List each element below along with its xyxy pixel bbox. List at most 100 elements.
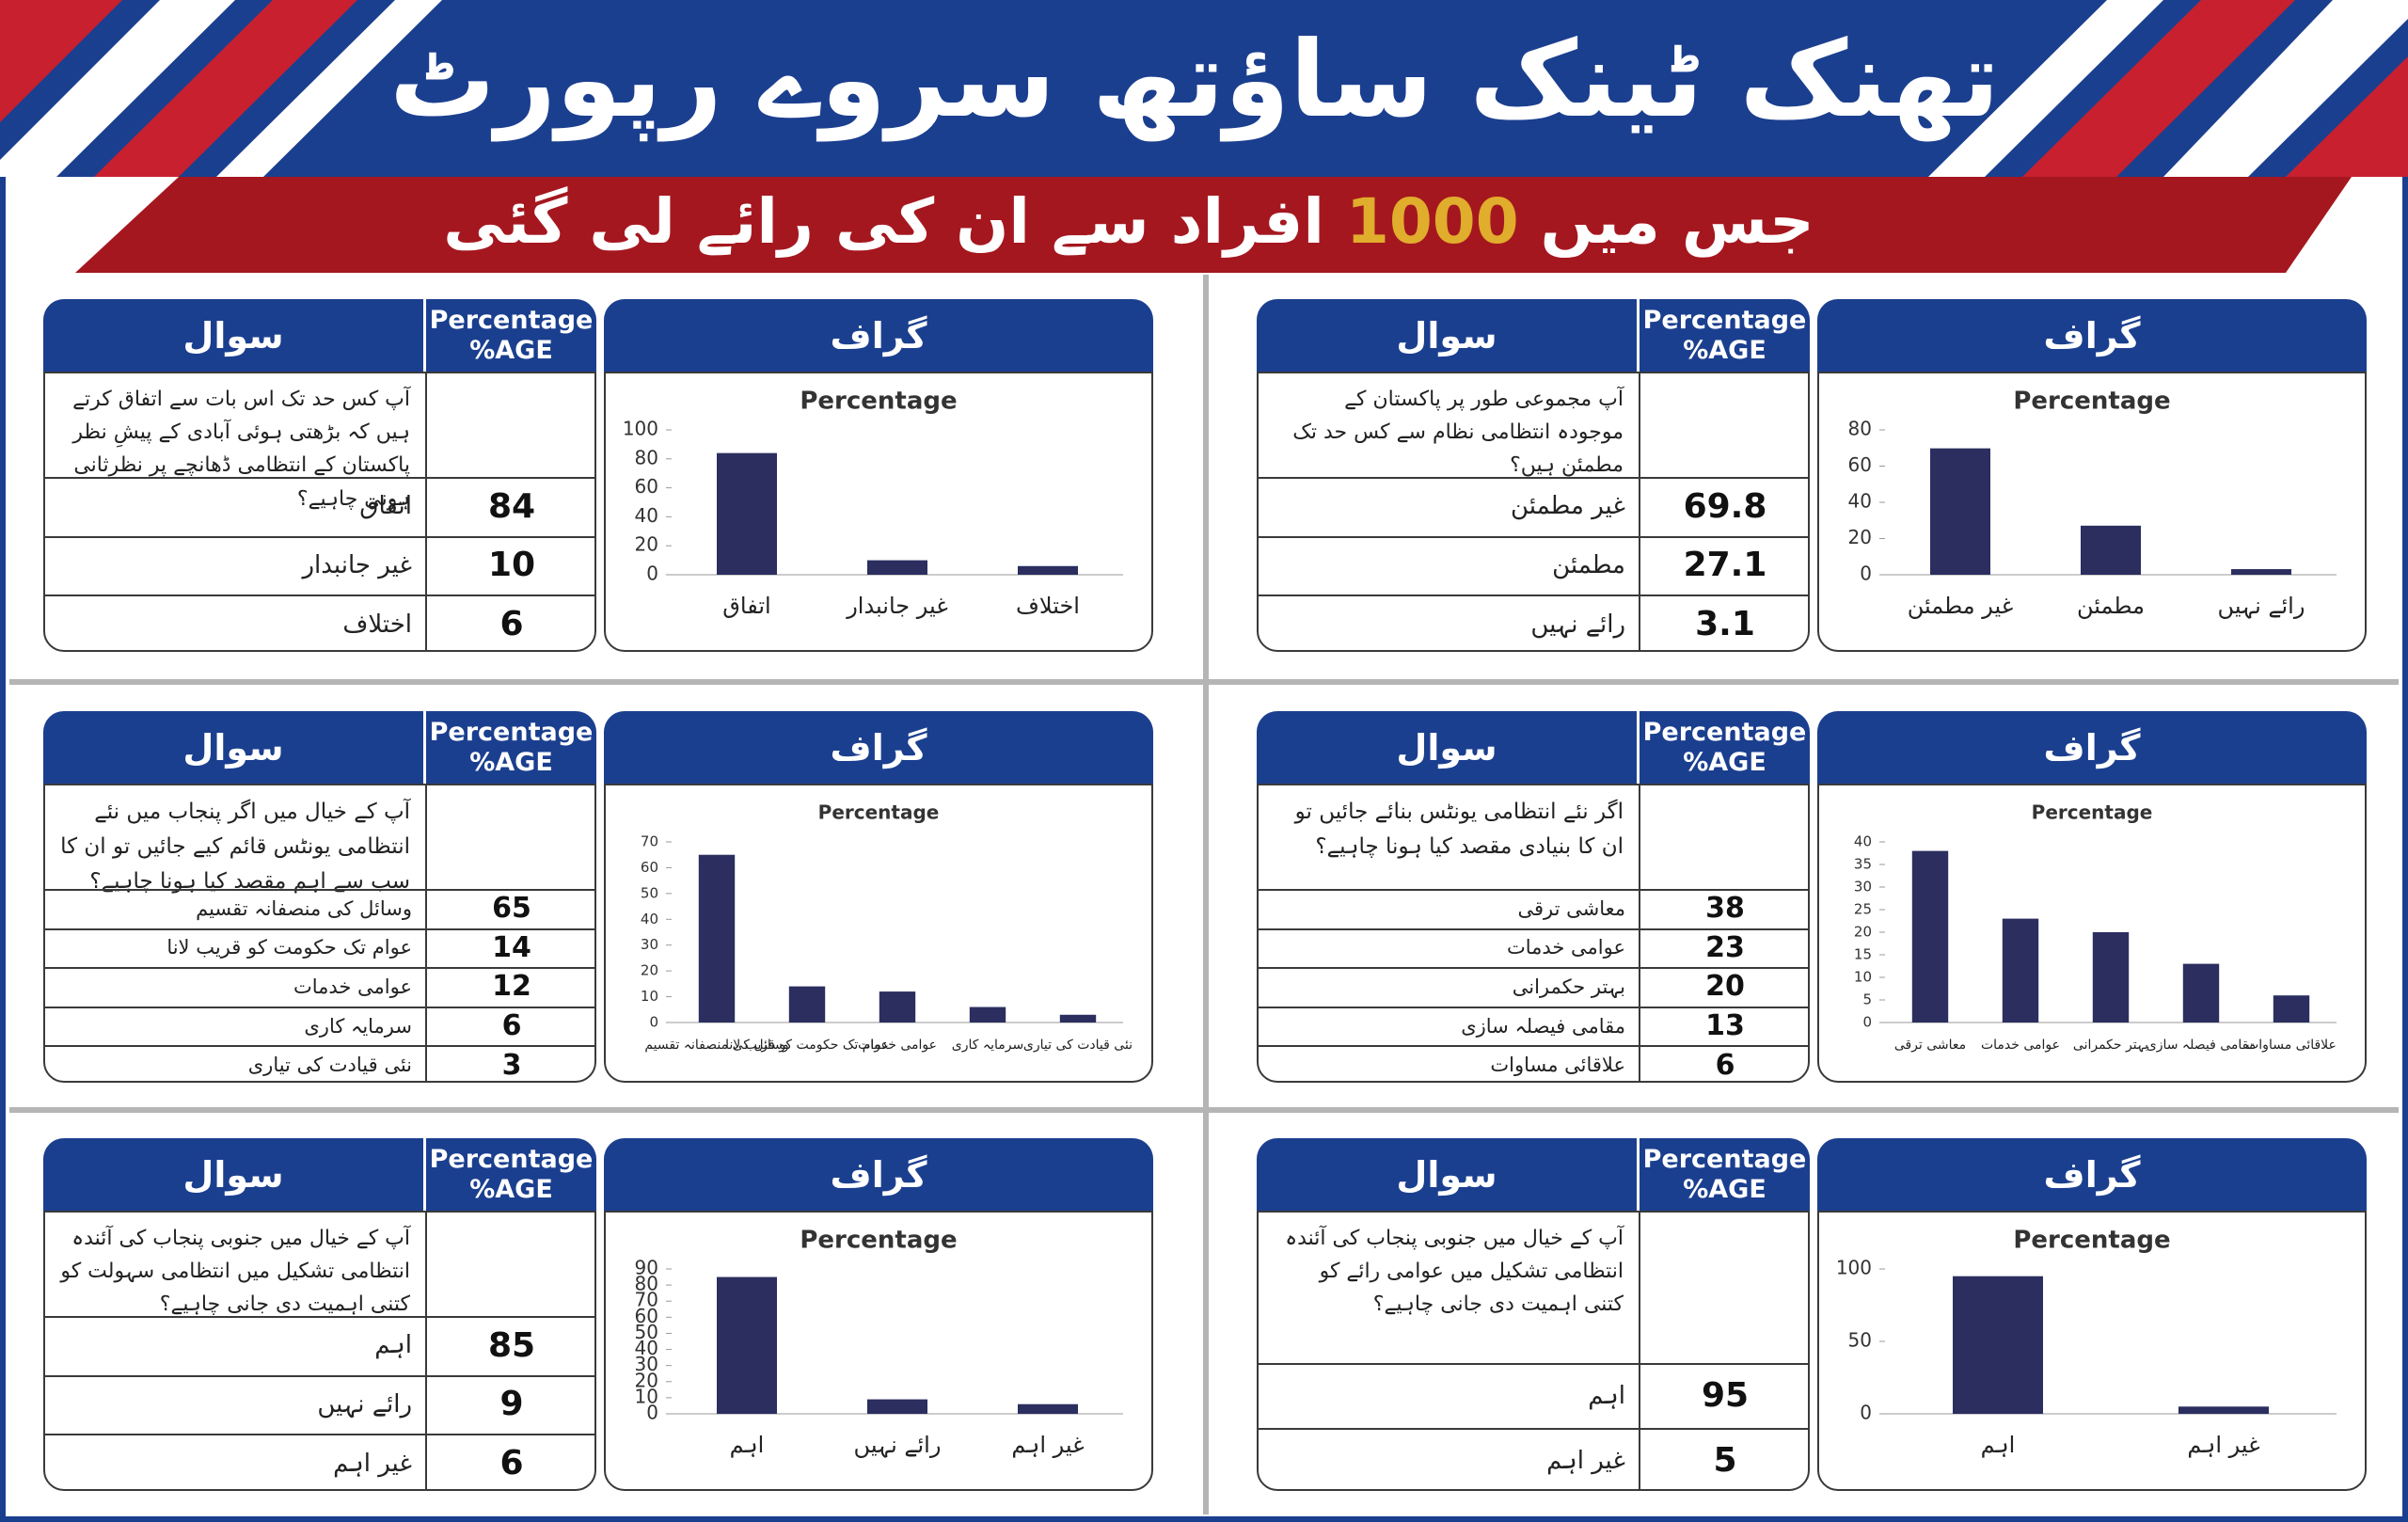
bar	[788, 986, 826, 1023]
subtitle-after: افراد سے ان کی رائے لی گئی	[443, 185, 1324, 258]
row-line	[45, 595, 594, 597]
y-tick-label: 40	[635, 1337, 658, 1359]
y-tick-label: 30	[641, 936, 658, 953]
bar	[1911, 850, 1949, 1023]
y-tick-label: 15	[1854, 946, 1872, 963]
row-value: 85	[487, 1325, 536, 1365]
percentage-unit: %AGE	[469, 335, 553, 365]
row-line	[1259, 595, 1808, 597]
question: آپ کس حد تک اس بات سے اتفاق کرتے ہیں کہ …	[72, 388, 410, 511]
bar	[867, 560, 927, 575]
y-tick-label: 50	[641, 884, 658, 901]
x-tick-label: اہم	[1981, 1432, 2016, 1458]
y-tick-label: 10	[1854, 969, 1872, 986]
percentage-label: Percentage	[1642, 306, 1807, 336]
question: آپ مجموعی طور پر پاکستان کے موجودہ انتظا…	[1292, 388, 1624, 478]
bar	[1059, 1014, 1097, 1023]
row-label: غیر مطمئن	[1511, 492, 1625, 521]
survey-panel: سوال Percentage %AGE گراف آپ کے خیال میں جنو…	[43, 1138, 1153, 1491]
row-label: مطمئن	[1552, 550, 1625, 579]
graph-header: گراف	[604, 711, 1153, 784]
survey-panel: سوال Percentage %AGE گراف اگر نئے انتظامی یو…	[1257, 711, 2367, 1083]
table-body: آپ کے خیال میں جنوبی پنجاب کی آئندہ انتظ…	[43, 1211, 596, 1491]
row-line	[45, 967, 594, 970]
y-tick-label: 10	[635, 1385, 658, 1407]
row-value: 3.1	[1695, 605, 1755, 644]
stripe	[2022, 0, 2295, 177]
graph-header: گراف	[1817, 1138, 2367, 1211]
table-body: آپ کے خیال میں اگر پنجاب میں نئے انتظامی…	[43, 784, 596, 1083]
table-body: اگر نئے انتظامی یونٹس بنائے جائیں تو ان …	[1257, 784, 1810, 1083]
percentage-header: Percentage %AGE	[1637, 299, 1810, 372]
x-tick-label: مقامی فیصلہ سازی	[2147, 1038, 2257, 1053]
x-tick-label: غیر مطمئن	[1908, 593, 2014, 619]
y-tick-label: 20	[1848, 526, 1872, 548]
question: آپ کے خیال میں اگر پنجاب میں نئے انتظامی…	[60, 800, 410, 894]
row-value: 95	[1701, 1376, 1750, 1415]
y-tick-label: 0	[1860, 563, 1872, 585]
y-tick-label: 0	[1862, 1014, 1872, 1031]
y-tick-label: 80	[635, 1273, 658, 1295]
row-line	[1259, 535, 1808, 538]
percentage-header: Percentage %AGE	[423, 711, 596, 784]
x-tick-label: اہم	[730, 1432, 765, 1458]
bar	[2231, 569, 2291, 575]
chart-title: Percentage	[2013, 388, 2170, 416]
stripe	[94, 0, 357, 177]
row-label: عوامی خدمات	[1506, 936, 1625, 959]
percentage-label: Percentage	[429, 1145, 594, 1175]
x-tick-label: غیر جانبدار	[846, 593, 948, 619]
row-value: 6	[501, 1009, 522, 1043]
bar	[717, 452, 777, 575]
percentage-label: Percentage	[1642, 1145, 1807, 1175]
row-value: 20	[1705, 970, 1745, 1004]
survey-panel: سوال Percentage %AGE گراف آپ کے خیال میں اگر…	[43, 711, 1153, 1083]
bar	[2092, 932, 2130, 1023]
row-label: عوامی خدمات	[293, 975, 412, 998]
row-label: علاقائی مساوات	[1490, 1054, 1625, 1077]
row-label: مقامی فیصلہ سازی	[1461, 1014, 1625, 1038]
x-tick-label: اتفاق	[722, 593, 770, 619]
x-tick-label: عوامی خدمات	[1981, 1038, 2060, 1053]
stripe	[216, 0, 442, 177]
table-header: سوال	[43, 299, 423, 372]
row-label: رائے نہیں	[317, 1389, 412, 1419]
row-line	[45, 1045, 594, 1048]
bar	[2273, 995, 2310, 1023]
y-tick-label: 5	[1862, 991, 1872, 1008]
x-tick-label: بہتر حکمرانی	[2073, 1038, 2148, 1053]
row-value: 10	[487, 546, 536, 585]
chart-title: Percentage	[2032, 801, 2153, 824]
bar	[2081, 525, 2141, 575]
row-label: اہم	[374, 1331, 412, 1360]
y-tick-label: 30	[1854, 879, 1872, 896]
bar	[717, 1276, 777, 1414]
column-divider	[1639, 785, 1640, 1081]
y-tick-label: 20	[635, 533, 658, 556]
chart-title: Percentage	[800, 388, 957, 416]
chart-body: Percentage 0 20 40 60 80 100 اتفاق غیر جانبدار اخ…	[604, 372, 1153, 652]
row-line	[45, 1316, 594, 1318]
row-label: سرمایہ کاری	[304, 1014, 412, 1038]
row-value: 84	[487, 486, 536, 526]
row-line	[1259, 967, 1808, 970]
chart-body: Percentage 0 20 40 60 80 غیر مطمئن مطمئن رائے نہ…	[1817, 372, 2367, 652]
y-tick-label: 20	[641, 962, 658, 979]
subtitle-band	[75, 177, 2352, 273]
x-tick-label: سرمایہ کاری	[952, 1038, 1023, 1053]
stripe	[2286, 56, 2408, 177]
chart-body: Percentage 0 50 100 اہم غیر اہم	[1817, 1211, 2367, 1491]
y-tick-label: 40	[1848, 490, 1872, 513]
x-tick-label: نئی قیادت کی تیاری	[1023, 1038, 1133, 1053]
bar	[1930, 448, 1990, 575]
y-tick-label: 20	[1854, 924, 1872, 941]
percentage-label: Percentage	[429, 718, 594, 748]
bar	[879, 991, 916, 1023]
graph-header: گراف	[604, 299, 1153, 372]
chart-body: Percentage 0 10 20 30 40 50 60 70 وسائل کی منصفان…	[604, 784, 1153, 1083]
chart: Percentage 0 10 20 30 40 50 60 70 وسائل کی منصفان…	[641, 801, 1133, 1054]
row-label: نئی قیادت کی تیاری	[247, 1054, 412, 1077]
row-value: 12	[492, 970, 531, 1004]
row-line	[45, 1374, 594, 1377]
